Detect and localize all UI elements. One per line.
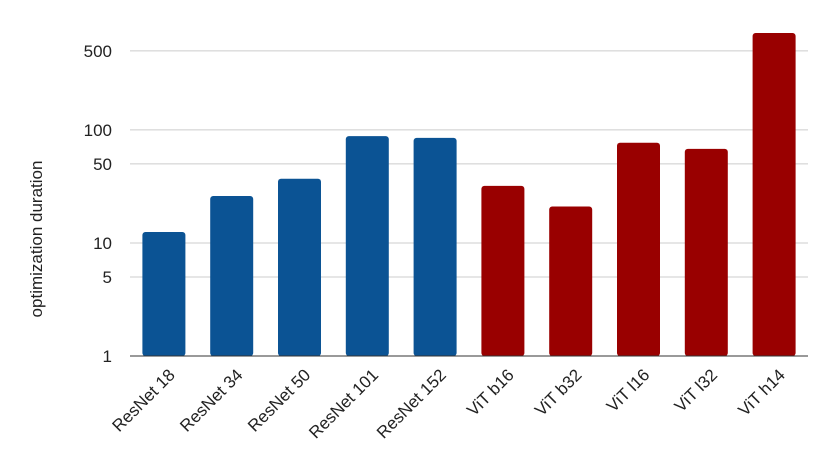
y-tick-label: 5 — [103, 268, 112, 287]
x-tick-label: ResNet 50 — [244, 365, 314, 435]
y-tick-label: 500 — [84, 42, 112, 61]
bar — [481, 185, 525, 356]
bar — [549, 206, 593, 356]
y-axis-label: optimization duration — [27, 161, 46, 318]
bar — [142, 231, 186, 356]
x-tick-label: ResNet 18 — [108, 365, 178, 435]
bar — [617, 142, 660, 356]
x-tick-label: ResNet 34 — [176, 365, 246, 435]
x-tick-label: ResNet 152 — [373, 365, 450, 442]
bar — [278, 178, 321, 356]
bar — [345, 136, 389, 356]
x-tick-label: ViT l16 — [603, 365, 653, 415]
bar — [684, 148, 728, 356]
y-tick-label: 100 — [84, 121, 112, 140]
x-tick-label: ViT h14 — [734, 365, 788, 419]
x-tick-label: ResNet 101 — [305, 365, 382, 442]
x-tick-label: ViT b16 — [463, 365, 517, 419]
y-axis-ticks: 1 5 10 50 100 500 — [84, 42, 112, 366]
x-tick-label: ViT b32 — [531, 365, 585, 419]
bar — [413, 137, 457, 356]
x-tick-label: ViT l32 — [671, 365, 721, 415]
bars — [142, 32, 796, 357]
bar — [210, 196, 254, 356]
bar — [752, 32, 796, 357]
y-tick-label: 1 — [103, 347, 112, 366]
y-tick-label: 10 — [93, 234, 112, 253]
y-tick-label: 50 — [93, 155, 112, 174]
